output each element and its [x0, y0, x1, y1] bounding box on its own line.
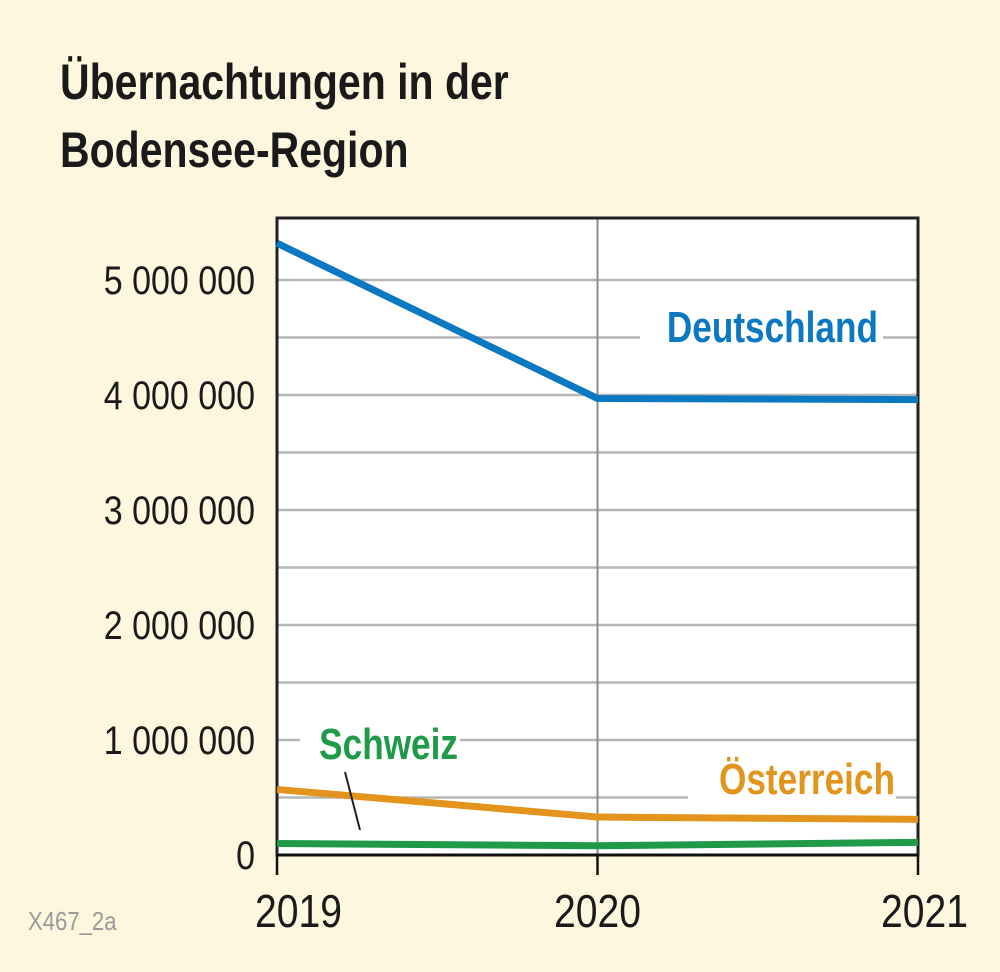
label-bg — [300, 715, 460, 765]
chart-title: Übernachtungen in der Bodensee-Region — [60, 48, 509, 184]
y-tick-label: 2 000 000 — [104, 602, 255, 647]
chart-title-line-1: Übernachtungen in der — [60, 54, 509, 110]
chart-title-line-2: Bodensee-Region — [60, 122, 409, 178]
y-tick-label: 5 000 000 — [104, 257, 255, 302]
schweiz-pointer-line — [344, 771, 361, 831]
y-tick-label: 1 000 000 — [104, 717, 255, 762]
label-bg — [688, 752, 896, 802]
legend-label-schweiz: Schweiz — [319, 720, 458, 769]
x-tick-label: 2019 — [255, 886, 342, 938]
y-tick-label: 0 — [236, 832, 255, 877]
series-line-schweiz — [276, 838, 919, 850]
y-tick-label: 4 000 000 — [104, 372, 255, 417]
y-tick-label: 3 000 000 — [104, 487, 255, 532]
legend-label-österreich: Österreich — [719, 754, 895, 804]
figure-code: X467_2a — [28, 906, 117, 936]
x-tick-label: 2020 — [554, 886, 641, 938]
legend-label-deutschland: Deutschland — [667, 303, 878, 352]
x-tick-label: 2021 — [881, 886, 968, 938]
label-bg — [640, 300, 883, 350]
